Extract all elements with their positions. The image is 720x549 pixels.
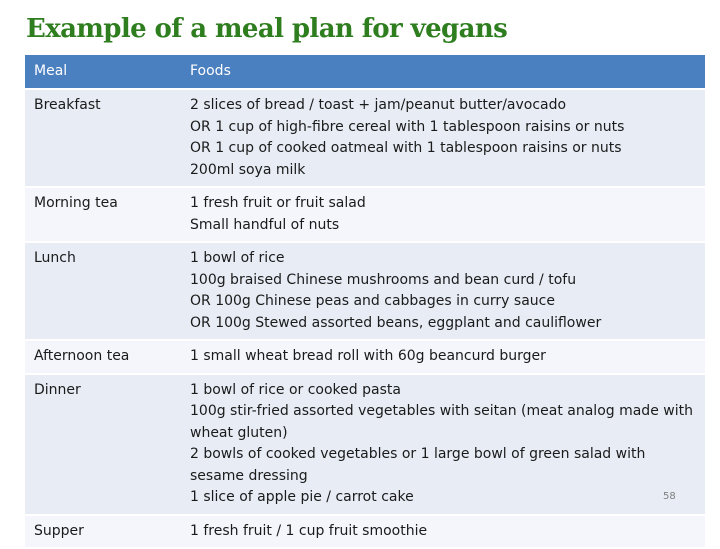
food-line: 100g stir-fried assorted vegetables with…: [190, 403, 693, 441]
column-header-foods: Foods: [181, 55, 705, 90]
column-header-meal: Meal: [25, 55, 181, 90]
food-line: 1 bowl of rice or cooked pasta: [190, 381, 401, 398]
food-line: 2 slices of bread / toast + jam/peanut b…: [190, 97, 567, 113]
table-row-dinner: Dinner 1 bowl of rice or cooked pasta 10…: [25, 373, 705, 516]
page-number: 58: [663, 491, 676, 502]
meal-cell: Afternoon tea: [25, 340, 181, 375]
meal-cell: Breakfast: [25, 89, 181, 188]
foods-cell: 1 bowl of rice or cooked pasta 100g stir…: [181, 373, 705, 516]
table-row-breakfast: Breakfast 2 slices of bread / toast + ja…: [25, 89, 705, 188]
food-line: 1 slice of apple pie / carrot cake: [190, 489, 414, 505]
table-row-lunch: Lunch 1 bowl of rice 100g braised Chines…: [25, 242, 705, 341]
table-row-morning-tea: Morning tea 1 fresh fruit or fruit salad…: [25, 187, 705, 243]
food-line: OR 100g Chinese peas and cabbages in cur…: [190, 293, 555, 309]
meal-cell: Morning tea: [25, 187, 181, 243]
food-line: OR 100g Stewed assorted beans, eggplant …: [190, 314, 602, 331]
meal-cell: Lunch: [25, 242, 181, 341]
foods-cell: 1 small wheat bread roll with 60g beancu…: [181, 340, 705, 375]
food-line: 200ml soya milk: [190, 161, 306, 178]
foods-cell: 1 fresh fruit / 1 cup fruit smoothie: [181, 514, 705, 549]
meal-cell: Supper: [25, 514, 181, 549]
table-header-row: Meal Foods: [25, 55, 705, 90]
food-line: Small handful of nuts: [190, 216, 340, 233]
meal-cell: Dinner: [25, 373, 181, 516]
food-line: 1 small wheat bread roll with 60g beancu…: [190, 348, 546, 364]
foods-cell: 1 fresh fruit or fruit salad Small handf…: [181, 187, 705, 243]
food-line: OR 1 cup of cooked oatmeal with 1 tables…: [190, 140, 622, 156]
slide-title: Example of a meal plan for vegans: [26, 14, 508, 44]
food-line: 1 fresh fruit or fruit salad: [190, 195, 366, 211]
foods-cell: 2 slices of bread / toast + jam/peanut b…: [181, 89, 705, 188]
food-line: 100g braised Chinese mushrooms and bean …: [190, 271, 577, 288]
table-row-afternoon-tea: Afternoon tea 1 small wheat bread roll w…: [25, 340, 705, 375]
foods-cell: 1 bowl of rice 100g braised Chinese mush…: [181, 242, 705, 341]
meal-plan-table: Meal Foods Breakfast 2 slices of bread /…: [25, 55, 705, 549]
food-line: 2 bowls of cooked vegetables or 1 large …: [190, 446, 646, 484]
food-line: 1 fresh fruit / 1 cup fruit smoothie: [190, 522, 428, 539]
table-row-supper: Supper 1 fresh fruit / 1 cup fruit smoot…: [25, 514, 705, 549]
food-line: 1 bowl of rice: [190, 250, 285, 266]
food-line: OR 1 cup of high-fibre cereal with 1 tab…: [190, 118, 625, 135]
